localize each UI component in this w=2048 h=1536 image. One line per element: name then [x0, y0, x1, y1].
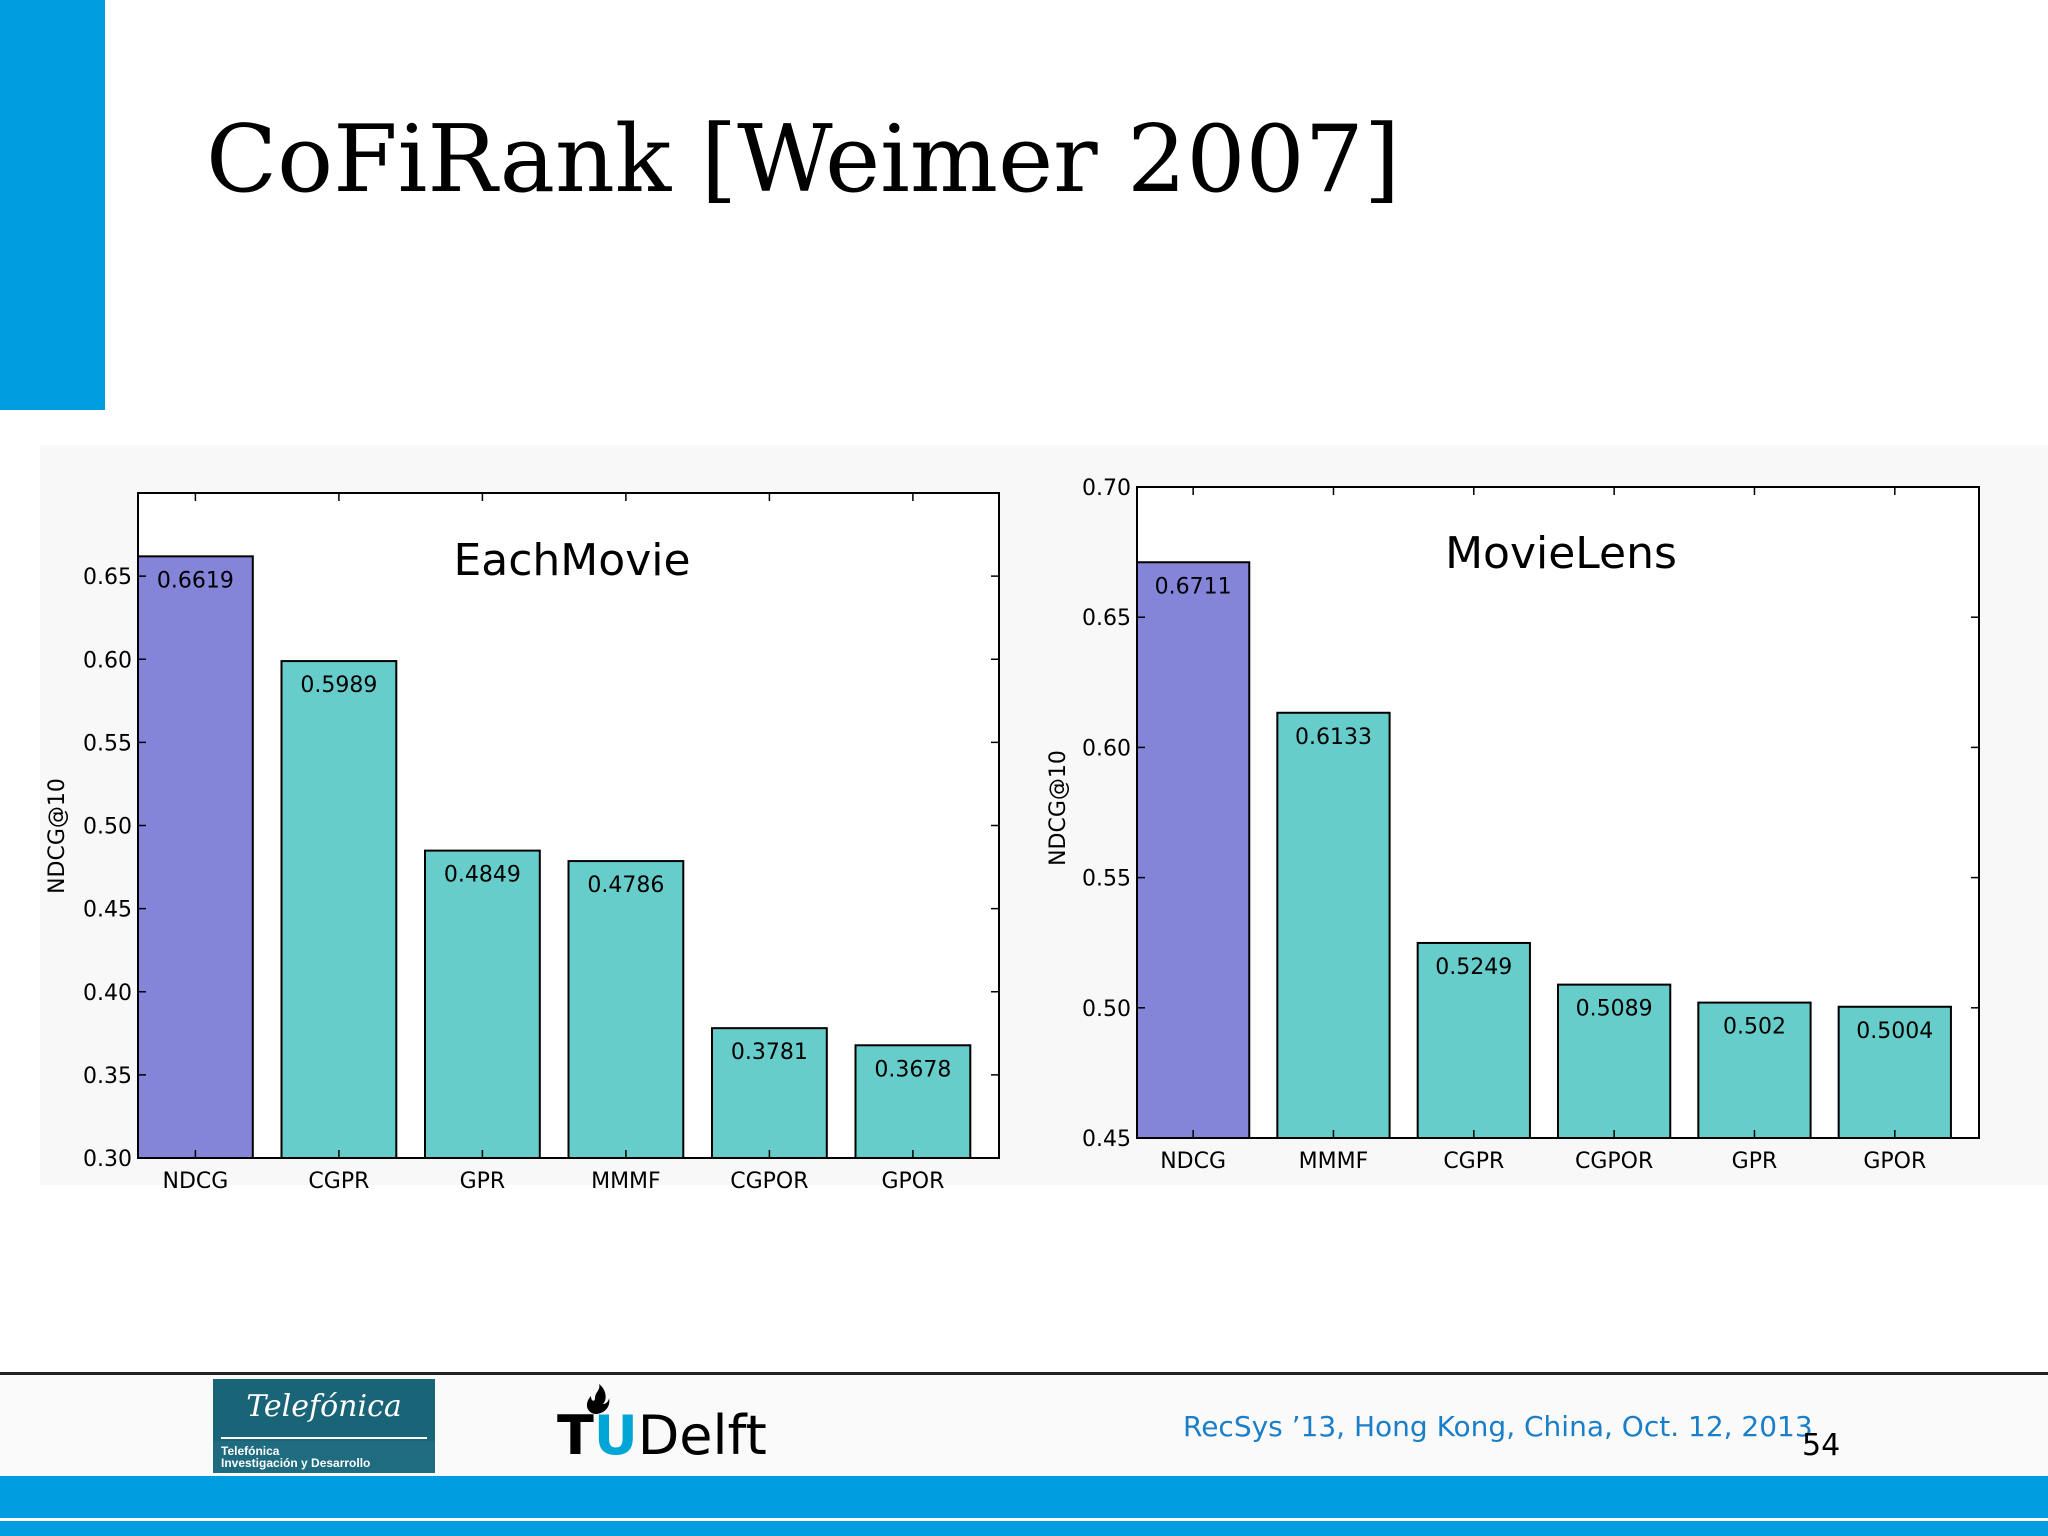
tudelft-logo: TUDelft: [555, 1382, 767, 1467]
flame-icon-svg: [586, 1384, 610, 1414]
chart-2-x-tick-label: GPOR: [1863, 1149, 1926, 1174]
telefonica-logo-sub1: Telefónica: [221, 1444, 280, 1458]
chart-2-data-label: 0.502: [1723, 1015, 1786, 1040]
chart-2-x-tick-label: GPR: [1732, 1149, 1778, 1174]
chart-2-data-label: 0.5089: [1576, 997, 1653, 1022]
chart-1-y-tick-label: 0.60: [83, 648, 132, 673]
chart-1-title: EachMovie: [453, 535, 690, 586]
page-number: 54: [1802, 1428, 1841, 1463]
chart-2-x-tick-label: MMMF: [1299, 1149, 1369, 1174]
chart-2-bar-mmmf: [1276, 711, 1391, 1139]
bottom-accent-band: [0, 1476, 2048, 1520]
chart-1-x-tick-label: GPOR: [881, 1169, 944, 1194]
bottom-accent-band-lower: [0, 1521, 2048, 1536]
chart-1-x-tick-label: NDCG: [162, 1169, 228, 1194]
chart-1-data-label: 0.6619: [157, 568, 234, 593]
chart-1-y-tick-label: 0.40: [83, 981, 132, 1006]
footer-divider: [0, 1372, 2048, 1375]
chart-1-x-tick-label: CGPOR: [730, 1169, 808, 1194]
tudelft-u: U: [593, 1404, 638, 1467]
flame-icon: [577, 1382, 613, 1424]
chart-1-data-label: 0.5989: [300, 673, 377, 698]
chart-1-data-label: 0.3678: [874, 1057, 951, 1082]
chart-1-x-tick-label: GPR: [460, 1169, 506, 1194]
chart-2-frame: [1136, 486, 1980, 1139]
tudelft-delft: Delft: [637, 1404, 767, 1467]
chart-2-y-axis-label: NDCG@10: [1046, 750, 1071, 866]
chart-1-y-tick-label: 0.45: [83, 898, 132, 923]
chart-2-x-tick-label: CGPR: [1443, 1149, 1504, 1174]
chart-1-y-tick-label: 0.50: [83, 815, 132, 840]
chart-1-y-tick-label: 0.55: [83, 731, 132, 756]
chart-2-data-label: 0.6133: [1295, 725, 1372, 750]
telefonica-logo-sub2: Investigación y Desarrollo: [221, 1456, 371, 1470]
charts-svg: 0.6619 NDCG 0.5989 CGPR 0.4849 GPR 0.4786 MMMF 0…: [45, 476, 1980, 1194]
chart-2-x-tick-label: NDCG: [1160, 1149, 1226, 1174]
telefonica-logo-subtitle: Telefónica Investigación y Desarrollo: [221, 1445, 431, 1469]
chart-1-y-axis-label: NDCG@10: [45, 778, 70, 894]
chart-2-bar-cgpor: [1557, 983, 1672, 1139]
slide-title: CoFiRank [Weimer 2007]: [206, 105, 1401, 213]
chart-2-bar-ndcg: [1136, 561, 1251, 1139]
telefonica-logo-top: Telefónica: [213, 1379, 435, 1441]
chart-2-y-tick-label: 0.45: [1082, 1127, 1131, 1152]
tudelft-t: T: [557, 1404, 594, 1467]
chart-1-bar-mmmf: [567, 860, 685, 1159]
chart-2-y-tick-label: 0.70: [1082, 476, 1131, 501]
chart-1-x-tick-label: MMMF: [591, 1169, 661, 1194]
chart-1-y-tick-label: 0.65: [83, 565, 132, 590]
chart-2-bar-gpr: [1697, 1001, 1812, 1139]
chart-1-frame: [137, 492, 1000, 1159]
telefonica-logo-line: [221, 1437, 427, 1439]
telefonica-logo-name: Telefónica: [246, 1389, 402, 1424]
chart-1-x-tick-label: CGPR: [308, 1169, 369, 1194]
chart-1-bar-cgpr: [280, 660, 398, 1159]
footer-conference-text: RecSys ’13, Hong Kong, China, Oct. 12, 2…: [1183, 1410, 1813, 1443]
chart-1-y-tick-label: 0.35: [83, 1064, 132, 1089]
chart-1-bar-gpr: [424, 849, 541, 1159]
chart-1-y-tick-label: 0.30: [83, 1147, 132, 1172]
chart-2-y-tick-label: 0.65: [1082, 606, 1131, 631]
chart-2-bar-cgpr: [1416, 941, 1531, 1139]
chart-2-x-tick-label: CGPOR: [1575, 1149, 1653, 1174]
chart-2-data-label: 0.5004: [1856, 1019, 1933, 1044]
chart-2-y-tick-label: 0.55: [1082, 867, 1131, 892]
telefonica-logo: Telefónica Telefónica Investigación y De…: [213, 1379, 435, 1473]
chart-2-data-label: 0.5249: [1435, 955, 1512, 980]
chart-1-data-label: 0.4786: [587, 873, 664, 898]
chart-1-data-label: 0.4849: [444, 863, 521, 888]
chart-2-title: MovieLens: [1445, 528, 1677, 579]
chart-1-data-label: 0.3781: [731, 1040, 808, 1065]
chart-2-bar-gpor: [1837, 1005, 1952, 1140]
chart-2-y-tick-label: 0.50: [1082, 997, 1131, 1022]
chart-2-y-tick-label: 0.60: [1082, 736, 1131, 761]
chart-2-data-label: 0.6711: [1155, 574, 1232, 599]
chart-1-bar-cgpor: [711, 1027, 828, 1159]
tudelft-wordmark: TUDelft: [557, 1404, 767, 1467]
accent-sidebar: [0, 0, 105, 410]
bottom-stripe: [0, 1518, 2048, 1521]
chart-1-bar-ndcg: [137, 555, 254, 1159]
